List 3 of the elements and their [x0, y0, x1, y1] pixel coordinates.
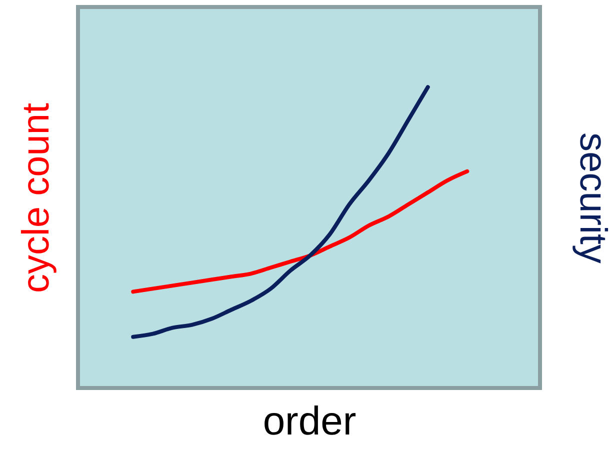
y2-axis-title: security — [572, 132, 611, 264]
x-axis-title: order — [262, 400, 356, 444]
y-axis-title: cycle count — [16, 102, 58, 294]
